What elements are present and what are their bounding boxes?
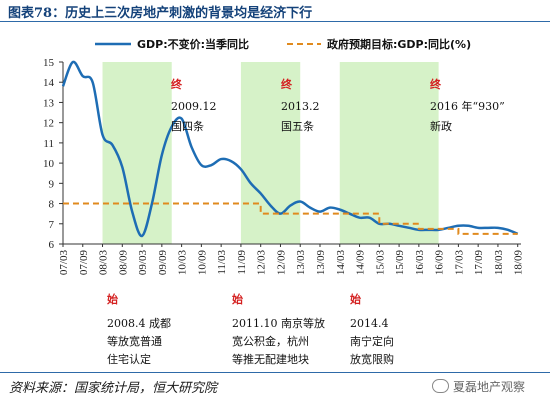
end-policy-label: 国五条 <box>281 119 314 133</box>
end-date-label: 2009.12 <box>171 100 217 113</box>
x-tick-label: 13/03 <box>295 250 307 276</box>
x-tick-label: 12/03 <box>256 250 268 276</box>
x-tick-label: 09/03 <box>137 250 149 276</box>
source-divider <box>0 372 550 373</box>
end-policy-label: 新政 <box>430 119 452 133</box>
x-tick-label: 15/09 <box>394 250 406 276</box>
end-date-label: 2016 年“930” <box>430 99 505 113</box>
x-tick-label: 11/03 <box>216 250 228 275</box>
x-tick-label: 11/09 <box>236 250 248 275</box>
end-marker: 终 <box>171 77 183 91</box>
watermark-text: 夏磊地产观察 <box>453 380 526 394</box>
watermark: 夏磊地产观察 <box>432 378 525 395</box>
x-tick-label: 17/09 <box>473 250 485 276</box>
y-tick-label: 13 <box>43 97 55 109</box>
y-tick-label: 15 <box>43 57 55 69</box>
x-tick-label: 14/03 <box>335 250 347 276</box>
start-policy-line: 宽公积金，杭州 <box>232 334 309 348</box>
end-date-label: 2013.2 <box>281 100 320 113</box>
x-tick-label: 12/09 <box>275 250 287 276</box>
target-gdp-line <box>62 202 518 235</box>
y-tick-label: 14 <box>43 77 55 89</box>
y-tick-label: 12 <box>43 118 54 130</box>
end-policy-label: 国四条 <box>171 119 204 133</box>
start-policy-line: 放宽限购 <box>350 352 394 366</box>
source-note: 资料来源：国家统计局，恒大研究院 <box>9 381 218 396</box>
title-bar: 图表78：历史上三次房地产刺激的背景均是经济下行 <box>0 0 550 22</box>
x-tick-label: 09/09 <box>157 250 169 276</box>
y-tick-label: 7 <box>49 219 55 231</box>
x-tick-label: 07/09 <box>78 250 90 276</box>
shaded-period-1 <box>102 62 172 244</box>
y-tick-label: 6 <box>49 239 55 251</box>
x-tick-label: 10/09 <box>196 250 208 276</box>
start-marker: 始 <box>350 292 361 306</box>
x-tick-label: 13/09 <box>315 250 327 276</box>
start-policy-line: 等放宽普通 <box>107 334 162 348</box>
x-tick-label: 14/09 <box>355 250 367 276</box>
chart-title: 图表78：历史上三次房地产刺激的背景均是经济下行 <box>8 6 313 21</box>
y-tick-label: 10 <box>43 158 55 170</box>
start-policy-line: 2011.10 南京等放 <box>232 316 325 330</box>
x-tick-label: 18/03 <box>493 250 505 276</box>
start-policy-line: 2008.4 成都 <box>107 317 171 330</box>
start-policy-line: 2014.4 <box>350 317 389 330</box>
x-tick-label: 08/09 <box>117 250 129 276</box>
wechat-icon <box>432 379 449 393</box>
legend-label-gdp: GDP:不变价:当季同比 <box>137 37 249 51</box>
x-tick-label: 07/03 <box>58 250 70 276</box>
y-tick-label: 8 <box>49 199 55 211</box>
y-tick-label: 11 <box>43 138 54 150</box>
start-policy-line: 等推无配建地块 <box>232 352 309 366</box>
x-tick-label: 15/03 <box>374 250 386 276</box>
start-marker: 始 <box>232 292 243 306</box>
x-tick-label: 16/09 <box>434 250 446 276</box>
x-tick-label: 08/03 <box>98 250 110 276</box>
start-marker: 始 <box>107 292 118 306</box>
legend-label-target: 政府预期目标:GDP:同比(%) <box>327 37 471 51</box>
x-tick-label: 18/09 <box>513 250 525 276</box>
start-policy-line: 住宅认定 <box>107 352 151 366</box>
start-policy-line: 南宁定向 <box>350 334 394 348</box>
end-marker: 终 <box>430 77 442 91</box>
x-tick-label: 17/03 <box>453 250 465 276</box>
end-marker: 终 <box>281 77 293 91</box>
shaded-period-2 <box>240 62 301 244</box>
line-chart: 6 7 8 9 10 11 12 13 14 15 07/03 07/09 08/03 08/09 09/0… <box>43 37 525 366</box>
x-tick-label: 16/03 <box>414 250 426 276</box>
x-tick-label: 10/03 <box>177 250 189 276</box>
y-tick-label: 9 <box>49 178 55 190</box>
